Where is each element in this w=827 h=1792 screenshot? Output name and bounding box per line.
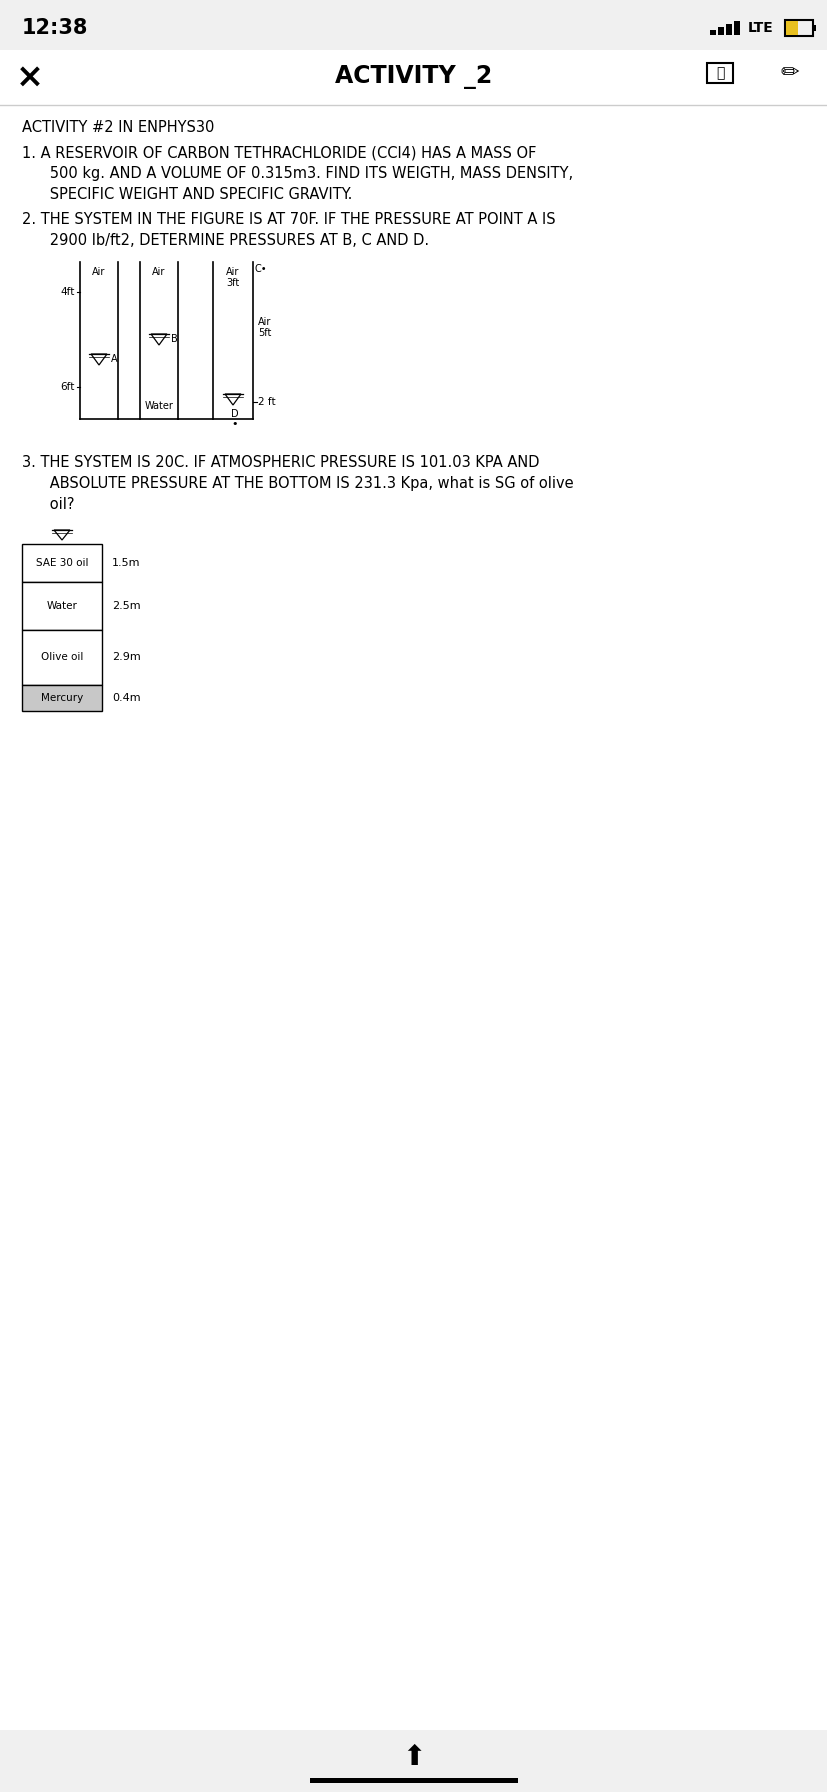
Text: •: • xyxy=(232,419,238,428)
Text: Water: Water xyxy=(46,600,78,611)
Text: C•: C• xyxy=(255,263,267,274)
Bar xyxy=(22,685,102,711)
Text: 2. THE SYSTEM IN THE FIGURE IS AT 70F. IF THE PRESSURE AT POINT A IS: 2. THE SYSTEM IN THE FIGURE IS AT 70F. I… xyxy=(22,211,555,228)
Bar xyxy=(22,545,102,582)
Text: 6ft: 6ft xyxy=(60,382,75,392)
Text: 1. A RESERVOIR OF CARBON TETHRACHLORIDE (CCl4) HAS A MASS OF: 1. A RESERVOIR OF CARBON TETHRACHLORIDE … xyxy=(22,145,536,159)
Text: 12:38: 12:38 xyxy=(22,18,88,38)
Bar xyxy=(725,23,731,36)
Bar xyxy=(812,25,815,30)
Text: Air: Air xyxy=(152,267,165,278)
Text: D: D xyxy=(231,409,238,419)
Text: ✏: ✏ xyxy=(780,63,798,82)
Bar xyxy=(733,22,739,36)
Bar xyxy=(22,582,102,631)
Text: 0.4m: 0.4m xyxy=(112,694,141,702)
Bar xyxy=(22,631,102,685)
Bar xyxy=(784,20,812,36)
Text: Mercury: Mercury xyxy=(41,694,83,702)
Text: Olive oil: Olive oil xyxy=(41,652,83,663)
Bar xyxy=(706,63,732,82)
Text: Air: Air xyxy=(226,267,239,278)
Text: Air: Air xyxy=(92,267,106,278)
Text: 2.9m: 2.9m xyxy=(112,652,141,663)
Text: ⧉: ⧉ xyxy=(715,66,724,81)
Bar xyxy=(0,1729,827,1792)
Text: SPECIFIC WEIGHT AND SPECIFIC GRAVITY.: SPECIFIC WEIGHT AND SPECIFIC GRAVITY. xyxy=(22,186,352,202)
Bar xyxy=(709,30,715,36)
Text: 500 kg. AND A VOLUME OF 0.315m3. FIND ITS WEIGTH, MASS DENSITY,: 500 kg. AND A VOLUME OF 0.315m3. FIND IT… xyxy=(22,167,572,181)
Text: B: B xyxy=(171,333,178,344)
Text: oil?: oil? xyxy=(22,496,74,513)
Text: LTE: LTE xyxy=(747,22,772,36)
Bar xyxy=(309,1778,518,1783)
Text: 4ft: 4ft xyxy=(60,287,75,297)
Text: ACTIVITY _2: ACTIVITY _2 xyxy=(335,65,492,90)
Text: ABSOLUTE PRESSURE AT THE BOTTOM IS 231.3 Kpa, what is SG of olive: ABSOLUTE PRESSURE AT THE BOTTOM IS 231.3… xyxy=(22,477,573,491)
Text: ⬆: ⬆ xyxy=(402,1744,425,1770)
Bar xyxy=(80,337,178,419)
Text: ACTIVITY #2 IN ENPHYS30: ACTIVITY #2 IN ENPHYS30 xyxy=(22,120,214,134)
Text: 1.5m: 1.5m xyxy=(112,557,141,568)
Text: Air: Air xyxy=(258,317,271,326)
Text: 2900 lb/ft2, DETERMINE PRESSURES AT B, C AND D.: 2900 lb/ft2, DETERMINE PRESSURES AT B, C… xyxy=(22,233,428,247)
Text: 2 ft: 2 ft xyxy=(258,398,275,407)
Text: Water: Water xyxy=(145,401,173,410)
Text: ×: × xyxy=(16,61,44,93)
Bar xyxy=(178,398,253,419)
Text: A: A xyxy=(111,355,117,364)
Text: 5ft: 5ft xyxy=(258,328,271,339)
Bar xyxy=(0,0,827,50)
Bar xyxy=(717,27,723,36)
Bar xyxy=(0,50,827,106)
Bar xyxy=(785,22,797,36)
Text: 2.5m: 2.5m xyxy=(112,600,141,611)
Text: 3. THE SYSTEM IS 20C. IF ATMOSPHERIC PRESSURE IS 101.03 KPA AND: 3. THE SYSTEM IS 20C. IF ATMOSPHERIC PRE… xyxy=(22,455,539,470)
Text: 3ft: 3ft xyxy=(226,278,239,289)
Text: SAE 30 oil: SAE 30 oil xyxy=(36,557,88,568)
